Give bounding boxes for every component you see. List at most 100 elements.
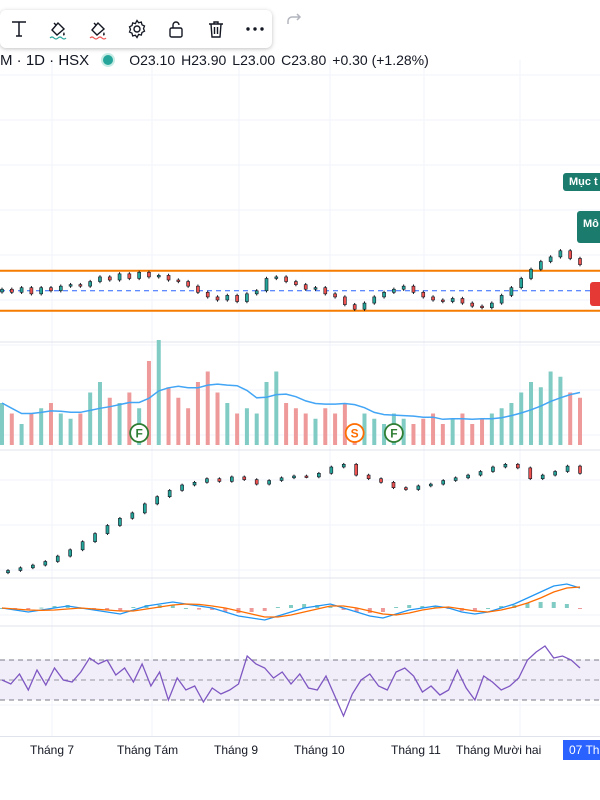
volume-bar <box>68 418 73 445</box>
volume-bar <box>323 408 328 445</box>
candle-body <box>294 281 298 285</box>
more-button[interactable] <box>239 11 272 47</box>
volume-bar <box>470 424 475 445</box>
macd-histogram-bar <box>170 605 175 608</box>
candle-body <box>196 285 200 293</box>
drawing-toolbar <box>0 10 272 48</box>
time-tick: Tháng Mười hai <box>456 743 542 757</box>
volume-bar <box>39 408 44 445</box>
volume-bar <box>440 424 445 445</box>
candle-body <box>142 503 147 514</box>
volume-bar <box>205 371 210 445</box>
macd-histogram-bar <box>328 606 333 608</box>
volume-bar <box>235 413 240 445</box>
volume-bar <box>303 413 308 445</box>
volume-bar <box>284 403 289 445</box>
macd-histogram-bar <box>118 608 123 611</box>
volume-bar <box>156 340 161 445</box>
volume-bar <box>166 387 171 445</box>
candle-body <box>341 463 346 468</box>
fill-tool-button[interactable] <box>41 11 74 47</box>
candle-body <box>466 474 470 479</box>
candle-body <box>6 570 10 574</box>
volume-bar <box>274 371 279 445</box>
volume-bar <box>127 392 132 445</box>
volume-bar <box>244 408 249 445</box>
candle-body <box>392 288 396 293</box>
market-status-icon <box>103 55 114 65</box>
volume-bar <box>225 403 230 445</box>
candle-body <box>565 465 570 472</box>
volume-bar <box>431 413 436 445</box>
candle-body <box>205 292 210 298</box>
marker-circle <box>383 423 404 443</box>
candle-body <box>55 555 60 562</box>
candle-body <box>568 250 573 259</box>
high-value: H23.90 <box>181 52 227 68</box>
candle-body <box>127 273 132 279</box>
candle-body <box>548 256 553 262</box>
macd-pane[interactable] <box>0 583 582 621</box>
candle-body <box>58 285 63 292</box>
macd-histogram-bar <box>551 602 556 608</box>
target-badge[interactable]: Mục t <box>563 173 600 191</box>
time-tick: Tháng 10 <box>294 743 345 757</box>
candle-body <box>245 293 249 302</box>
candle-body <box>80 541 85 551</box>
macd-histogram-bar <box>52 606 57 608</box>
lock-button[interactable] <box>160 11 193 47</box>
volume-bar <box>362 413 367 445</box>
candle-body <box>9 288 14 293</box>
time-tick: Tháng 7 <box>30 743 75 757</box>
candle-body <box>450 298 455 302</box>
text-tool-button[interactable] <box>2 11 35 47</box>
change-value: +0.30 (+1.28%) <box>332 52 429 68</box>
volume-bar <box>372 418 377 445</box>
candle-body <box>78 284 83 287</box>
volume-bar <box>480 418 485 445</box>
candle-body <box>313 287 318 290</box>
macd-histogram-bar <box>499 606 504 608</box>
price-scale-badge[interactable] <box>590 282 600 306</box>
candle-body <box>118 517 122 526</box>
volume-bar <box>313 418 318 445</box>
candle-body <box>176 279 181 282</box>
settings-button[interactable] <box>120 11 153 47</box>
volume-bar <box>195 382 200 445</box>
volume-bar <box>333 413 338 445</box>
candle-body <box>98 276 102 282</box>
volume-bar <box>264 382 269 445</box>
volume-bar <box>578 397 582 445</box>
candle-body <box>254 290 259 295</box>
redo-icon[interactable] <box>282 8 306 32</box>
volume-bars <box>0 340 582 445</box>
macd-histogram-bar <box>131 607 136 608</box>
fill-color-button[interactable] <box>81 11 114 47</box>
volume-bar <box>254 413 259 445</box>
candle-body <box>117 273 122 281</box>
rsi-pane[interactable] <box>0 645 600 718</box>
candle-body <box>19 287 24 293</box>
candle-body <box>460 298 465 304</box>
candle-body <box>107 276 112 281</box>
more-icon <box>246 27 264 31</box>
candle-body <box>509 287 514 296</box>
symbol-label[interactable]: M · 1D · HSX <box>0 51 90 69</box>
volume-bar <box>215 392 220 445</box>
candle-body <box>416 485 421 490</box>
macd-line <box>1 583 581 621</box>
price-pane[interactable] <box>0 249 600 312</box>
macd-histogram-bar <box>486 608 491 609</box>
delete-button[interactable] <box>199 11 232 47</box>
candle-body <box>391 481 396 488</box>
second-badge[interactable]: Mô <box>577 211 600 243</box>
text-icon <box>11 21 26 37</box>
volume-bar <box>293 408 298 445</box>
buy-marker: F <box>129 423 150 443</box>
volume-bar <box>186 408 191 445</box>
comparison-pane[interactable] <box>6 462 582 575</box>
time-axis[interactable]: Tháng 7 Tháng Tám Tháng 9 Tháng 10 Tháng… <box>0 736 600 763</box>
candle-body <box>284 276 288 282</box>
